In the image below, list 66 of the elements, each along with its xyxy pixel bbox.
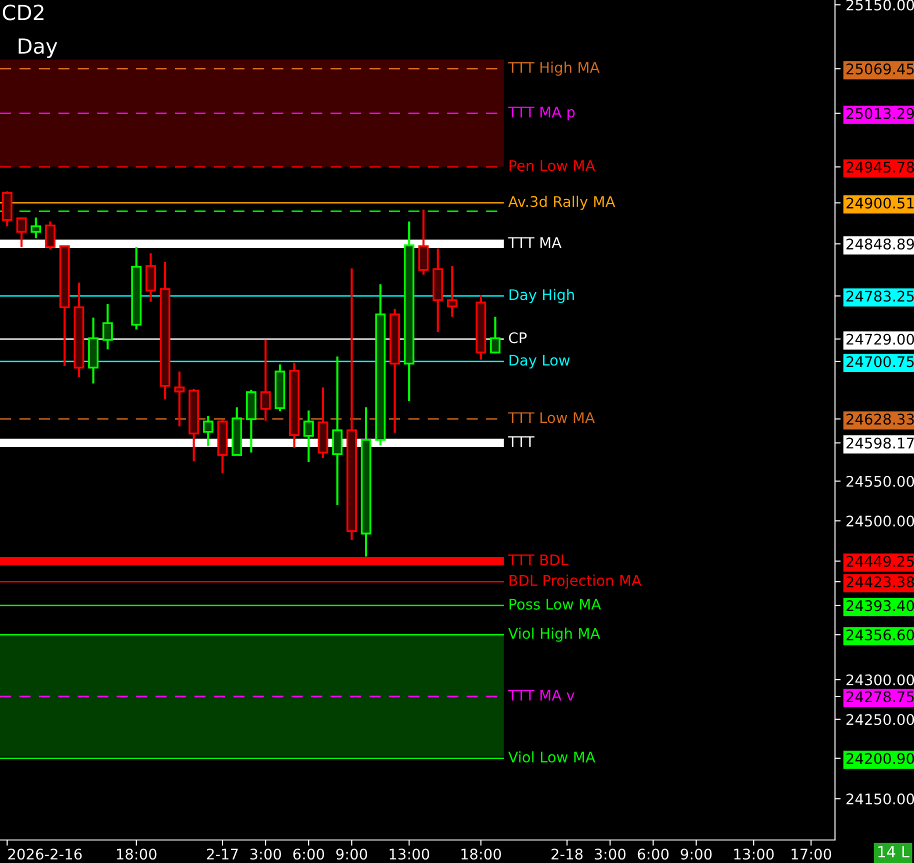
ref-line-label: CP bbox=[508, 332, 527, 344]
y-tick-label: 24598.17 bbox=[846, 438, 914, 449]
x-tick-label: 3:00 bbox=[250, 848, 281, 860]
ref-line-label: Poss Low MA bbox=[510, 598, 601, 610]
y-tick-label: 24356.60 bbox=[846, 629, 914, 640]
chart-title: CD2 bbox=[2, 4, 44, 20]
y-tick-label: 24500.00 bbox=[846, 516, 914, 527]
ref-line-label: TTT bbox=[508, 436, 534, 447]
x-tick-label: 6:00 bbox=[638, 848, 669, 860]
y-tick-label: 24278.75 bbox=[846, 691, 914, 702]
ref-line-label: TTT MA bbox=[508, 237, 562, 248]
candlestick bbox=[260, 338, 271, 422]
ref-line-label: TTT MA v bbox=[508, 690, 574, 701]
ref-line-label: TTT Low MA bbox=[508, 412, 595, 424]
candlestick bbox=[446, 264, 458, 318]
candlestick bbox=[30, 216, 42, 240]
candlestick bbox=[303, 409, 314, 464]
y-tick-label: 24393.40 bbox=[846, 600, 914, 612]
x-tick-label: 18:00 bbox=[116, 848, 156, 860]
ref-line-label: TTT BDL bbox=[508, 554, 568, 566]
ref-line-label: Av.3d Rally MA bbox=[508, 196, 616, 210]
x-tick-label: 2026-2-16 bbox=[8, 848, 82, 860]
ref-line-label: Viol Low MA bbox=[508, 751, 596, 763]
x-tick-label: 17:00 bbox=[792, 848, 832, 860]
text: Day bbox=[18, 38, 58, 58]
ref-line-label: Viol High MA bbox=[508, 628, 600, 642]
x-tick-label: 9:00 bbox=[336, 848, 368, 860]
candlestick bbox=[102, 303, 113, 350]
y-tick-label: 24449.25 bbox=[846, 556, 914, 567]
y-tick-label: 24150.00 bbox=[846, 793, 914, 804]
y-tick-label: 24300.00 bbox=[846, 674, 914, 686]
x-tick-label: 3:00 bbox=[594, 848, 626, 860]
ref-line-label: Day Low bbox=[510, 354, 570, 369]
candlestick bbox=[418, 208, 429, 276]
candlestick bbox=[490, 316, 500, 354]
y-tick-label: 24250.00 bbox=[846, 714, 914, 726]
candlestick bbox=[16, 217, 27, 248]
ref-line-label: TTT High MA bbox=[508, 62, 600, 76]
y-tick-label: 25069.45 bbox=[846, 63, 914, 74]
x-tick-label: 18:00 bbox=[461, 848, 501, 860]
x-tick-label: 6:00 bbox=[293, 848, 324, 860]
x-tick-label: 13:00 bbox=[734, 848, 774, 860]
y-tick-label: 24900.51 bbox=[846, 198, 914, 209]
x-tick-label: 13:00 bbox=[390, 848, 430, 860]
ref-line-label: TTT MA p bbox=[508, 106, 575, 120]
y-tick-label: 24700.75 bbox=[846, 356, 914, 368]
y-tick-label: 24848.89 bbox=[846, 238, 914, 250]
y-tick-label: 24628.33 bbox=[846, 414, 914, 425]
y-tick-label: 24783.25 bbox=[846, 290, 914, 302]
x-tick-label: 9:00 bbox=[680, 848, 712, 860]
ref-line-label: Day High bbox=[510, 288, 574, 303]
y-tick-label: 24200.90 bbox=[846, 753, 914, 764]
y-tick-label: 24550.00 bbox=[846, 476, 914, 487]
ref-line-label: BDL Projection MA bbox=[510, 574, 642, 589]
candlestick bbox=[174, 370, 185, 428]
x-tick-label: 2-18 bbox=[552, 848, 583, 860]
ref-line-label: Pen Low MA bbox=[510, 160, 596, 172]
text: 14 L bbox=[878, 846, 910, 858]
y-tick-label: 24729.00 bbox=[846, 334, 914, 345]
candlestick bbox=[332, 355, 343, 506]
candlestick bbox=[202, 414, 214, 448]
candlestick bbox=[45, 220, 56, 250]
y-tick-label: 24423.38 bbox=[846, 576, 914, 588]
x-tick-label: 2-17 bbox=[207, 848, 238, 860]
y-tick-label: 25013.29 bbox=[846, 108, 914, 120]
y-tick-label: 24945.78 bbox=[846, 162, 914, 173]
